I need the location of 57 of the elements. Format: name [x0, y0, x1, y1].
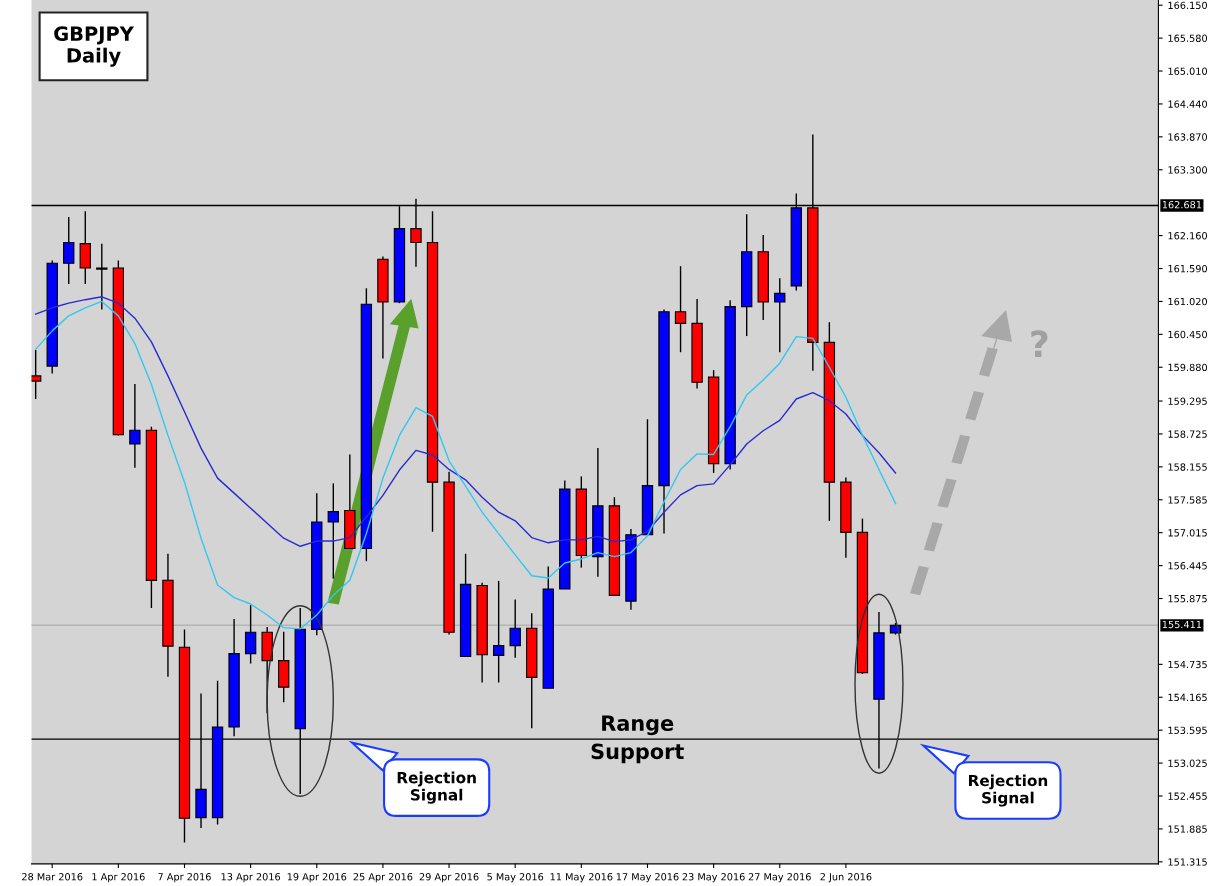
x-tick-label: 28 Mar 2016	[22, 873, 83, 881]
line-series	[34, 296, 897, 547]
candlestick	[96, 242, 108, 311]
y-tick-label: 158.725	[1168, 430, 1207, 438]
y-tick-label: 159.880	[1168, 363, 1207, 372]
y-tick-label: 162.160	[1168, 232, 1207, 240]
text: Rejection Signal	[969, 774, 1048, 807]
y-tick-label: 160.450	[1168, 330, 1207, 339]
ref-line-label: 162.681	[1162, 200, 1202, 209]
y-tick-label: 151.315	[1168, 858, 1207, 866]
y-tick-label: 161.020	[1168, 297, 1207, 306]
y-tick-label: 153.595	[1168, 726, 1207, 734]
x-tick-label: 13 Apr 2016	[221, 873, 281, 883]
x-tick-label: 17 May 2016	[616, 873, 679, 883]
x-tick-label: 27 May 2016	[748, 873, 811, 883]
candlestick	[129, 383, 141, 469]
y-tick-label: 166.150	[1168, 1, 1207, 10]
y-tick-label: 158.155	[1168, 463, 1207, 471]
y-tick-label: 157.585	[1168, 496, 1207, 504]
x-tick-label: 25 Apr 2016	[353, 873, 413, 883]
text: GBPJPY Daily	[54, 26, 135, 67]
candlestick	[327, 482, 339, 580]
y-tick-label: 155.875	[1168, 594, 1207, 603]
x-tick-label: 29 Apr 2016	[419, 873, 479, 883]
x-tick-label: 7 Apr 2016	[158, 873, 211, 883]
x-tick-label: 11 May 2016	[550, 873, 613, 883]
y-tick-label: 153.025	[1168, 759, 1207, 767]
y-tick-label: 163.870	[1168, 133, 1207, 141]
candlestick	[63, 216, 75, 285]
candlestick	[509, 598, 521, 659]
y-tick-label: 154.735	[1168, 660, 1207, 669]
y-tick-label: 165.010	[1168, 67, 1207, 75]
y-tick-label: 157.015	[1168, 529, 1207, 537]
candlestick	[244, 604, 257, 665]
y-tick-label: 161.590	[1168, 264, 1207, 273]
ref-line-label: 155.411	[1162, 620, 1202, 629]
text: ?	[1031, 330, 1048, 358]
y-tick-label: 152.455	[1168, 792, 1207, 800]
candlestick	[31, 349, 42, 400]
y-tick-label: 163.300	[1168, 166, 1207, 174]
x-tick-label: 1 Apr 2016	[92, 873, 145, 883]
x-tick-label: 2 Jun 2016	[820, 873, 872, 883]
annotation: Rejection Signal	[397, 771, 476, 804]
y-tick-label: 156.445	[1168, 562, 1207, 570]
candlestick	[674, 265, 687, 353]
x-tick-label: 5 May 2016	[487, 873, 544, 883]
x-tick-label: 23 May 2016	[682, 873, 745, 883]
y-tick-label: 154.165	[1168, 693, 1207, 702]
y-tick-label: 165.580	[1168, 34, 1207, 42]
candlestick	[492, 580, 505, 684]
annotation: Range Support	[591, 715, 684, 764]
x-tick-label: 19 Apr 2016	[287, 873, 347, 883]
y-tick-label: 151.885	[1168, 825, 1207, 833]
y-tick-label: 164.440	[1168, 100, 1207, 108]
candlestick	[774, 277, 786, 353]
line-series	[34, 300, 897, 630]
y-tick-label: 159.295	[1168, 397, 1207, 405]
